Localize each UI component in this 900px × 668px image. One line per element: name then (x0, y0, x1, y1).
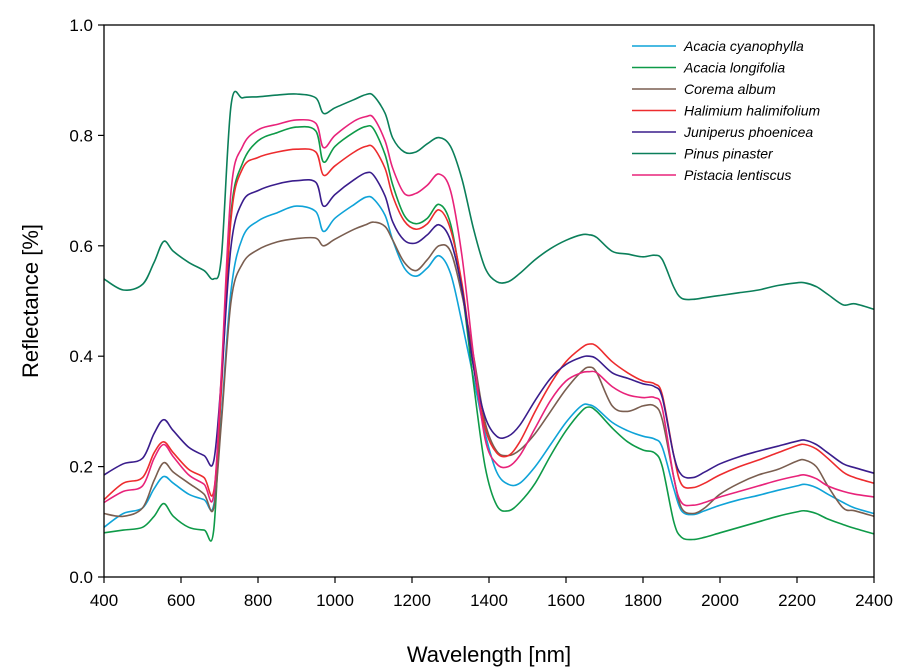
legend-label-acacia-cyanophylla: Acacia cyanophylla (683, 38, 804, 54)
y-tick-label: 0.6 (69, 237, 93, 256)
y-tick-label: 0.8 (69, 126, 93, 145)
x-axis-title: Wavelength [nm] (407, 642, 571, 667)
series-line-pistacia-lentiscus (103, 114, 875, 507)
y-tick-label: 0.4 (69, 347, 93, 366)
legend-label-corema-album: Corema album (684, 81, 776, 97)
x-tick-label: 800 (244, 591, 272, 610)
y-tick-label: 0.0 (69, 568, 93, 587)
legend: Acacia cyanophylla Acacia longifolia Corem… (632, 38, 820, 183)
legend-label-acacia-longifolia: Acacia longifolia (683, 60, 785, 76)
x-tick-label: 2200 (778, 591, 816, 610)
x-tick-label: 1600 (547, 591, 585, 610)
legend-label-pistacia-lentiscus: Pistacia lentiscus (684, 167, 791, 183)
legend-label-pinus-pinaster: Pinus pinaster (684, 146, 774, 162)
x-tick-label: 1200 (393, 591, 431, 610)
series-line-corema-album (103, 221, 875, 518)
series-line-pinus-pinaster (103, 90, 875, 311)
y-axis: 0.0 0.2 0.4 0.6 0.8 1.0 (69, 16, 104, 587)
series-line-juniperus-phoenicea (103, 171, 875, 479)
legend-label-juniperus-phoenicea: Juniperus phoenicea (683, 124, 813, 140)
x-axis: 400 600 800 1000 1200 1400 1600 1800 2000 2200 240… (90, 577, 893, 610)
series-lines (103, 90, 875, 542)
legend-label-halimium-halimifolium: Halimium halimifolium (684, 103, 820, 119)
series-line-acacia-cyanophylla (103, 195, 875, 528)
x-tick-label: 2000 (701, 591, 739, 610)
y-tick-label: 0.2 (69, 458, 93, 477)
x-tick-label: 1000 (316, 591, 354, 610)
series-line-acacia-longifolia (103, 124, 875, 542)
x-tick-label: 1400 (470, 591, 508, 610)
y-tick-label: 1.0 (69, 16, 93, 35)
x-tick-label: 400 (90, 591, 118, 610)
x-tick-label: 600 (167, 591, 195, 610)
x-tick-label: 2400 (855, 591, 893, 610)
x-tick-label: 1800 (624, 591, 662, 610)
y-axis-title: Reflectance [%] (18, 224, 43, 378)
